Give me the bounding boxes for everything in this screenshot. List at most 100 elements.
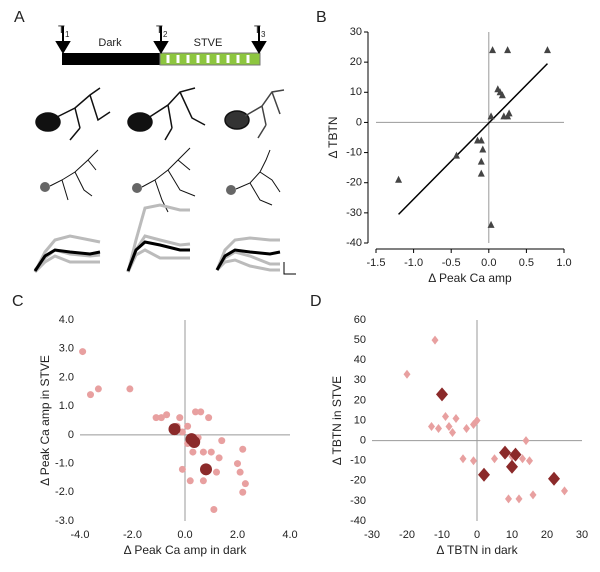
y-tick-label: 4.0 xyxy=(59,314,74,326)
point xyxy=(79,348,87,356)
x-tick-label: -0.5 xyxy=(442,257,461,269)
point xyxy=(473,416,481,425)
x-tick-label: -20 xyxy=(399,529,415,541)
point xyxy=(210,506,218,514)
stve-bar xyxy=(159,52,261,66)
x-tick-label: 10 xyxy=(506,529,518,541)
point xyxy=(428,422,435,432)
point xyxy=(176,414,184,422)
point xyxy=(189,448,197,456)
y-axis-label: Δ TBTN xyxy=(326,116,340,158)
point xyxy=(431,335,439,345)
point xyxy=(506,459,518,474)
x-tick-label: -2.0 xyxy=(123,529,142,541)
y-tick-label: -20 xyxy=(346,177,362,189)
y-tick-label: 0 xyxy=(356,116,362,128)
point xyxy=(463,424,470,434)
phase-label: STVE xyxy=(194,37,223,49)
dark-bar xyxy=(62,53,160,65)
panel-label: D xyxy=(310,293,322,310)
y-tick-label: -3.0 xyxy=(55,515,74,527)
point xyxy=(477,157,485,165)
marker-letter: T xyxy=(254,24,261,36)
point xyxy=(436,387,448,402)
point xyxy=(435,424,442,434)
y-tick-label: 1.0 xyxy=(59,400,74,412)
point xyxy=(529,490,537,500)
y-tick-label: -30 xyxy=(346,207,362,219)
point xyxy=(395,175,403,183)
x-axis-label: Δ Peak Ca amp in dark xyxy=(124,543,248,557)
point xyxy=(207,448,215,456)
point xyxy=(452,413,460,423)
point xyxy=(234,460,241,468)
point xyxy=(522,436,530,446)
point xyxy=(163,411,171,419)
point xyxy=(178,428,186,436)
point xyxy=(548,471,560,486)
fit-line xyxy=(398,63,548,215)
x-tick-label: -1.5 xyxy=(367,257,386,269)
point xyxy=(479,145,487,153)
x-tick-label: -1.0 xyxy=(404,257,423,269)
point xyxy=(152,414,160,422)
point xyxy=(168,423,181,436)
marker-sub: 2 xyxy=(163,30,168,39)
point xyxy=(200,463,212,476)
point xyxy=(477,136,485,144)
arrows xyxy=(55,26,267,54)
point xyxy=(178,465,186,473)
point xyxy=(199,477,207,485)
x-tick-label: 20 xyxy=(541,529,553,541)
y-tick-label: -20 xyxy=(350,475,366,487)
point xyxy=(504,46,512,54)
point xyxy=(241,480,249,488)
y-axis-label: Δ Peak Ca amp in STVE xyxy=(38,355,52,486)
point xyxy=(449,428,456,438)
x-axis-label: Δ Peak Ca amp xyxy=(428,271,512,285)
marker-letter: T xyxy=(58,24,65,36)
y-tick-label: 50 xyxy=(354,334,366,346)
y-tick-label: 20 xyxy=(350,56,362,68)
y-tick-label: 2.0 xyxy=(59,371,74,383)
point xyxy=(239,445,247,453)
y-tick-label: 30 xyxy=(354,374,366,386)
x-tick-label: 2.0 xyxy=(230,529,245,541)
point xyxy=(478,467,490,482)
y-tick-label: 10 xyxy=(354,414,366,426)
panel-label: C xyxy=(12,293,24,310)
x-tick-label: 30 xyxy=(576,529,588,541)
point xyxy=(519,454,526,464)
y-tick-label: -30 xyxy=(350,495,366,507)
point xyxy=(87,391,94,399)
y-tick-label: -40 xyxy=(346,237,362,249)
point xyxy=(459,454,467,464)
point xyxy=(487,112,495,120)
x-tick-label: 0.5 xyxy=(519,257,534,269)
point xyxy=(445,422,453,432)
point xyxy=(505,109,513,117)
point xyxy=(509,447,522,462)
y-tick-label: 0 xyxy=(68,429,74,441)
y-tick-label: 10 xyxy=(350,86,362,98)
y-tick-label: 20 xyxy=(354,394,366,406)
panel-label: A xyxy=(14,9,25,26)
point xyxy=(515,494,523,504)
point xyxy=(188,436,201,449)
point xyxy=(215,454,223,462)
marker-letter: T xyxy=(156,24,163,36)
point xyxy=(489,46,497,54)
y-tick-label: 40 xyxy=(354,354,366,366)
point xyxy=(561,486,568,496)
point xyxy=(192,408,199,416)
point xyxy=(477,169,485,177)
point xyxy=(491,454,498,464)
y-tick-label: -2.0 xyxy=(55,486,74,498)
point xyxy=(543,46,551,54)
stripes xyxy=(166,55,250,63)
marker-sub: 1 xyxy=(65,30,70,39)
x-tick-label: 4.0 xyxy=(282,529,297,541)
point xyxy=(157,414,165,422)
